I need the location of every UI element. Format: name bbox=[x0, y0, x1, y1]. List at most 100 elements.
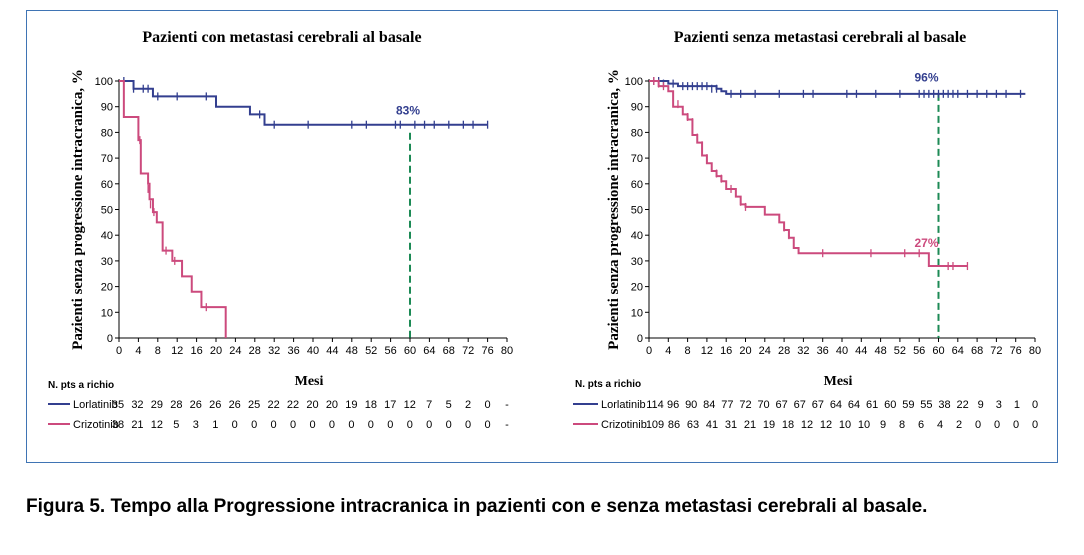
chart1-title: Pazienti con metastasi cerebrali al basa… bbox=[142, 29, 421, 46]
chart1-crizotinib-at-risk-value: 38 bbox=[112, 419, 124, 431]
chart2-y-tick-label: 100 bbox=[625, 76, 643, 88]
chart1-lorlatinib-curve bbox=[119, 80, 488, 126]
chart2-x-tick-label: 72 bbox=[990, 345, 1002, 357]
chart2-crizotinib-at-risk-value: 12 bbox=[801, 419, 813, 431]
chart2-lorlatinib-at-risk-value: 61 bbox=[866, 399, 878, 411]
chart2-y-tick-label: 20 bbox=[631, 282, 643, 294]
chart2-crizotinib-annotation: 27% bbox=[914, 236, 938, 250]
chart1-x-tick-label: 56 bbox=[384, 345, 396, 357]
chart1-crizotinib-at-risk-value: - bbox=[505, 419, 509, 431]
chart2-y-tick-label: 10 bbox=[631, 307, 643, 319]
chart1-x-tick-label: 76 bbox=[481, 345, 493, 357]
chart2-crizotinib-at-risk-value: 10 bbox=[858, 419, 870, 431]
chart1-x-tick-label: 8 bbox=[155, 345, 161, 357]
chart2-lorlatinib-at-risk-value: 90 bbox=[685, 399, 697, 411]
chart1-x-tick-label: 80 bbox=[501, 345, 513, 357]
chart2-lorlatinib-at-risk-value: 70 bbox=[757, 399, 769, 411]
chart2-crizotinib-at-risk-value: 4 bbox=[937, 419, 943, 431]
chart1-lorlatinib-at-risk-value: 35 bbox=[112, 399, 124, 411]
chart2-crizotinib-at-risk-value: 10 bbox=[839, 419, 851, 431]
chart1-lorlatinib-at-risk-value: 18 bbox=[365, 399, 377, 411]
chart2-crizotinib-at-risk-value: 0 bbox=[994, 419, 1000, 431]
chart2-y-tick-label: 80 bbox=[631, 127, 643, 139]
chart2-lorlatinib-at-risk-value: 96 bbox=[667, 399, 679, 411]
chart1-lorlatinib-at-risk-value: 19 bbox=[345, 399, 357, 411]
chart2-crizotinib-at-risk-value: 0 bbox=[1032, 419, 1038, 431]
chart2-y-tick-label: 30 bbox=[631, 256, 643, 268]
chart1-crizotinib-legend-label: Crizotinib bbox=[73, 419, 119, 431]
chart1-x-tick-label: 64 bbox=[423, 345, 435, 357]
chart1-crizotinib-curve bbox=[119, 80, 227, 338]
chart1-x-tick-label: 4 bbox=[135, 345, 141, 357]
chart1-x-tick-label: 32 bbox=[268, 345, 280, 357]
chart2-lorlatinib-at-risk-value: 60 bbox=[884, 399, 896, 411]
chart2-crizotinib-at-risk-value: 31 bbox=[725, 419, 737, 431]
chart1-x-tick-label: 44 bbox=[326, 345, 338, 357]
chart2-x-tick-label: 40 bbox=[836, 345, 848, 357]
chart2-lorlatinib-curve bbox=[649, 80, 1026, 95]
chart2-x-tick-label: 60 bbox=[932, 345, 944, 357]
chart2-y-tick-label: 70 bbox=[631, 153, 643, 165]
chart2-crizotinib-at-risk-value: 18 bbox=[782, 419, 794, 431]
chart1-x-tick-label: 20 bbox=[210, 345, 222, 357]
chart1-crizotinib-at-risk-value: 0 bbox=[251, 419, 257, 431]
chart1-y-tick-label: 80 bbox=[101, 127, 113, 139]
chart2-lorlatinib-at-risk-value: 67 bbox=[794, 399, 806, 411]
chart1-crizotinib-at-risk-value: 0 bbox=[407, 419, 413, 431]
chart2-y-tick-label: 90 bbox=[631, 102, 643, 114]
chart1-crizotinib-at-risk-value: 0 bbox=[426, 419, 432, 431]
chart1-y-tick-label: 90 bbox=[101, 102, 113, 114]
chart2-x-tick-label: 16 bbox=[720, 345, 732, 357]
chart2-lorlatinib-at-risk-value: 9 bbox=[978, 399, 984, 411]
chart1-x-tick-label: 24 bbox=[229, 345, 241, 357]
chart1-x-tick-label: 16 bbox=[190, 345, 202, 357]
figure-caption: Figura 5. Tempo alla Progressione intrac… bbox=[26, 496, 928, 517]
chart1-y-tick-label: 0 bbox=[107, 333, 113, 345]
chart2-y-tick-label: 0 bbox=[637, 333, 643, 345]
chart2-crizotinib-at-risk-value: 86 bbox=[668, 419, 680, 431]
chart1-lorlatinib-at-risk-value: 0 bbox=[484, 399, 490, 411]
chart2-x-axis-label: Mesi bbox=[824, 374, 853, 389]
chart2-lorlatinib-at-risk-value: 22 bbox=[956, 399, 968, 411]
chart1-crizotinib-at-risk-value: 3 bbox=[193, 419, 199, 431]
chart1-lorlatinib-at-risk-value: 26 bbox=[209, 399, 221, 411]
chart1-y-tick-label: 50 bbox=[101, 205, 113, 217]
chart1-y-tick-label: 70 bbox=[101, 153, 113, 165]
chart1-crizotinib-at-risk-value: 0 bbox=[465, 419, 471, 431]
chart2-x-tick-label: 0 bbox=[646, 345, 652, 357]
chart1-lorlatinib-at-risk-value: 32 bbox=[131, 399, 143, 411]
chart1-lorlatinib-at-risk-value: 25 bbox=[248, 399, 260, 411]
chart2-x-tick-label: 4 bbox=[665, 345, 671, 357]
chart1-crizotinib-at-risk-value: 0 bbox=[348, 419, 354, 431]
chart2-x-tick-label: 68 bbox=[971, 345, 983, 357]
chart1-x-tick-label: 40 bbox=[307, 345, 319, 357]
chart2-x-tick-label: 44 bbox=[855, 345, 867, 357]
figure-frame bbox=[26, 10, 1058, 463]
chart1-x-tick-label: 12 bbox=[171, 345, 183, 357]
chart1-x-tick-label: 0 bbox=[116, 345, 122, 357]
chart2-y-axis-label: Pazienti senza progressione intracranica… bbox=[606, 69, 622, 350]
chart2-x-tick-label: 80 bbox=[1029, 345, 1041, 357]
chart1-lorlatinib-at-risk-value: 28 bbox=[170, 399, 182, 411]
chart2-lorlatinib-at-risk-value: 64 bbox=[848, 399, 860, 411]
chart1-crizotinib-at-risk-value: 0 bbox=[368, 419, 374, 431]
chart1-crizotinib-at-risk-value: 0 bbox=[484, 419, 490, 431]
chart1-lorlatinib-at-risk-value: 2 bbox=[465, 399, 471, 411]
chart2-x-tick-label: 12 bbox=[701, 345, 713, 357]
chart1-crizotinib-at-risk-value: 0 bbox=[446, 419, 452, 431]
chart2-x-tick-label: 32 bbox=[797, 345, 809, 357]
chart2-lorlatinib-at-risk-value: 1 bbox=[1014, 399, 1020, 411]
chart2-y-tick-label: 50 bbox=[631, 205, 643, 217]
chart2-lorlatinib-at-risk-value: 38 bbox=[938, 399, 950, 411]
chart1-x-tick-label: 28 bbox=[249, 345, 261, 357]
chart2-crizotinib-at-risk-value: 8 bbox=[899, 419, 905, 431]
chart2-lorlatinib-at-risk-value: 84 bbox=[703, 399, 715, 411]
chart1-lorlatinib-at-risk-value: 5 bbox=[446, 399, 452, 411]
chart2-x-tick-label: 20 bbox=[739, 345, 751, 357]
chart1-lorlatinib-at-risk-value: 22 bbox=[267, 399, 279, 411]
chart2-y-tick-label: 60 bbox=[631, 179, 643, 191]
chart1-y-tick-label: 30 bbox=[101, 256, 113, 268]
chart1-y-tick-label: 60 bbox=[101, 179, 113, 191]
chart1-lorlatinib-at-risk-value: 7 bbox=[426, 399, 432, 411]
chart1-lorlatinib-at-risk-value: 22 bbox=[287, 399, 299, 411]
